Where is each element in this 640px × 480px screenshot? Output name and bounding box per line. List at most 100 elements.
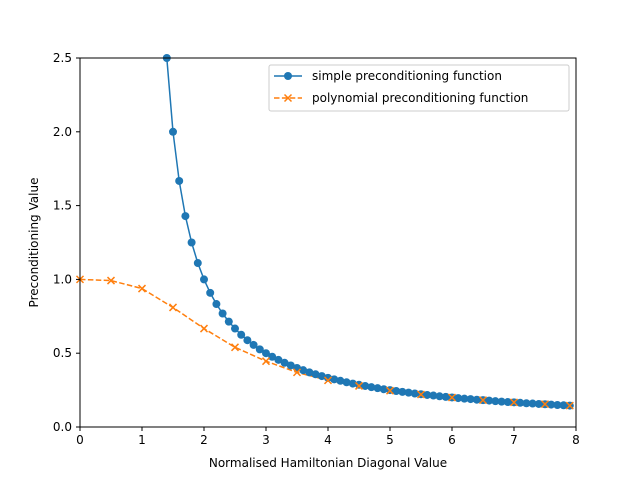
series-1-point <box>392 386 401 395</box>
series-2-point <box>416 390 426 399</box>
series-1-point <box>348 379 357 388</box>
series-1-point <box>206 288 215 297</box>
series-2-point <box>540 400 550 409</box>
x-tick-label: 1 <box>138 433 146 447</box>
series-1-point <box>528 399 537 408</box>
series-1-point <box>305 368 314 377</box>
series-1-point <box>423 390 432 399</box>
series-1-point <box>497 397 506 406</box>
series-1-point <box>460 394 469 403</box>
series-1-point <box>280 358 289 367</box>
legend-entry-label: simple preconditioning function <box>312 69 502 83</box>
legend-entry-label: polynomial preconditioning function <box>312 91 528 105</box>
series-1-point <box>491 397 500 406</box>
series-1-point <box>361 381 370 390</box>
series-1-point <box>181 212 190 221</box>
series-2-point <box>168 303 178 312</box>
series-1-point <box>404 388 413 397</box>
series-1-point <box>311 370 320 379</box>
series-1-point <box>237 330 246 339</box>
series-2-point <box>230 343 240 352</box>
series-2-point <box>565 401 574 410</box>
series-2-point <box>323 376 333 385</box>
series-1-point <box>373 384 382 393</box>
series-1-point <box>243 336 252 345</box>
series-1-point <box>169 127 177 136</box>
series-1-point <box>547 400 556 409</box>
series-1-point <box>274 355 283 364</box>
series-1-point <box>435 392 444 401</box>
series-1-point <box>355 380 363 389</box>
plot-markers <box>75 54 574 410</box>
y-axis-label: Preconditioning Value <box>27 178 41 308</box>
series-1-point <box>559 401 568 410</box>
x-tick-label: 5 <box>386 433 394 447</box>
series-1-point <box>342 378 351 387</box>
series-1-point <box>330 375 339 384</box>
x-axis-label: Normalised Hamiltonian Diagonal Value <box>209 456 447 470</box>
series-1-point <box>454 394 463 403</box>
legend-items: simple preconditioning function polynomia… <box>274 69 528 105</box>
series-1-point <box>193 259 202 268</box>
series-2-point <box>199 324 209 333</box>
y-tick-label: 0.0 <box>53 420 72 434</box>
series-1-point <box>317 372 326 381</box>
y-tick-label: 1.0 <box>53 272 72 286</box>
series-1-point <box>367 383 376 392</box>
x-tick-label: 0 <box>76 433 84 447</box>
series-2-point <box>354 381 364 390</box>
series-1-point <box>503 398 512 407</box>
series-1-point <box>485 396 494 405</box>
series-1-point <box>516 398 525 407</box>
series-1-point <box>522 399 531 408</box>
series-1-point <box>410 389 419 398</box>
series-1-point <box>379 385 388 394</box>
series-2-point <box>478 396 488 405</box>
series-1-point <box>255 345 264 354</box>
series-1-point <box>249 340 258 349</box>
series-1-point <box>212 300 221 309</box>
x-tick-label: 7 <box>510 433 518 447</box>
series-1-point <box>553 401 562 410</box>
series-1-point <box>224 317 233 326</box>
legend-swatch-marker <box>284 72 292 80</box>
x-axis-ticks: 0 1 2 3 4 5 6 7 8 <box>76 427 580 447</box>
series-1-point <box>218 309 227 318</box>
series-2-point <box>292 368 302 377</box>
y-tick-label: 2.5 <box>53 51 72 65</box>
series-1-point <box>466 395 475 404</box>
legend: simple preconditioning function polynomia… <box>268 64 570 112</box>
series-1-point <box>336 376 345 385</box>
series-1-point <box>299 366 308 375</box>
y-tick-label: 1.5 <box>53 199 72 213</box>
series-1-point <box>398 387 407 396</box>
series-1-point <box>200 275 208 284</box>
y-axis-ticks: 0.0 0.5 1.0 1.5 2.0 2.5 <box>53 51 80 434</box>
series-2-point <box>447 393 457 402</box>
series-1-point <box>286 361 295 370</box>
series-2-point <box>261 357 271 366</box>
y-tick-label: 2.0 <box>53 125 72 139</box>
series-1-point <box>429 391 438 400</box>
series-1-point <box>324 373 332 382</box>
x-tick-label: 3 <box>262 433 270 447</box>
series-2-point <box>509 398 519 407</box>
x-tick-label: 2 <box>200 433 208 447</box>
x-tick-label: 8 <box>572 433 580 447</box>
y-tick-label: 0.5 <box>53 346 72 360</box>
series-1-point <box>231 324 239 333</box>
series-1-point <box>472 395 481 404</box>
series-2-point <box>385 386 395 395</box>
series-1-point <box>175 176 184 185</box>
legend-box <box>268 64 570 112</box>
series-1-point <box>262 349 270 358</box>
series-2-point <box>137 284 147 293</box>
series-1-point <box>534 399 543 408</box>
series-1-point <box>268 352 277 361</box>
series-1-point <box>187 238 196 247</box>
legend-swatch-marker <box>283 93 293 103</box>
series-2-point <box>106 276 116 285</box>
series-1-point <box>441 392 450 401</box>
x-tick-label: 4 <box>324 433 332 447</box>
